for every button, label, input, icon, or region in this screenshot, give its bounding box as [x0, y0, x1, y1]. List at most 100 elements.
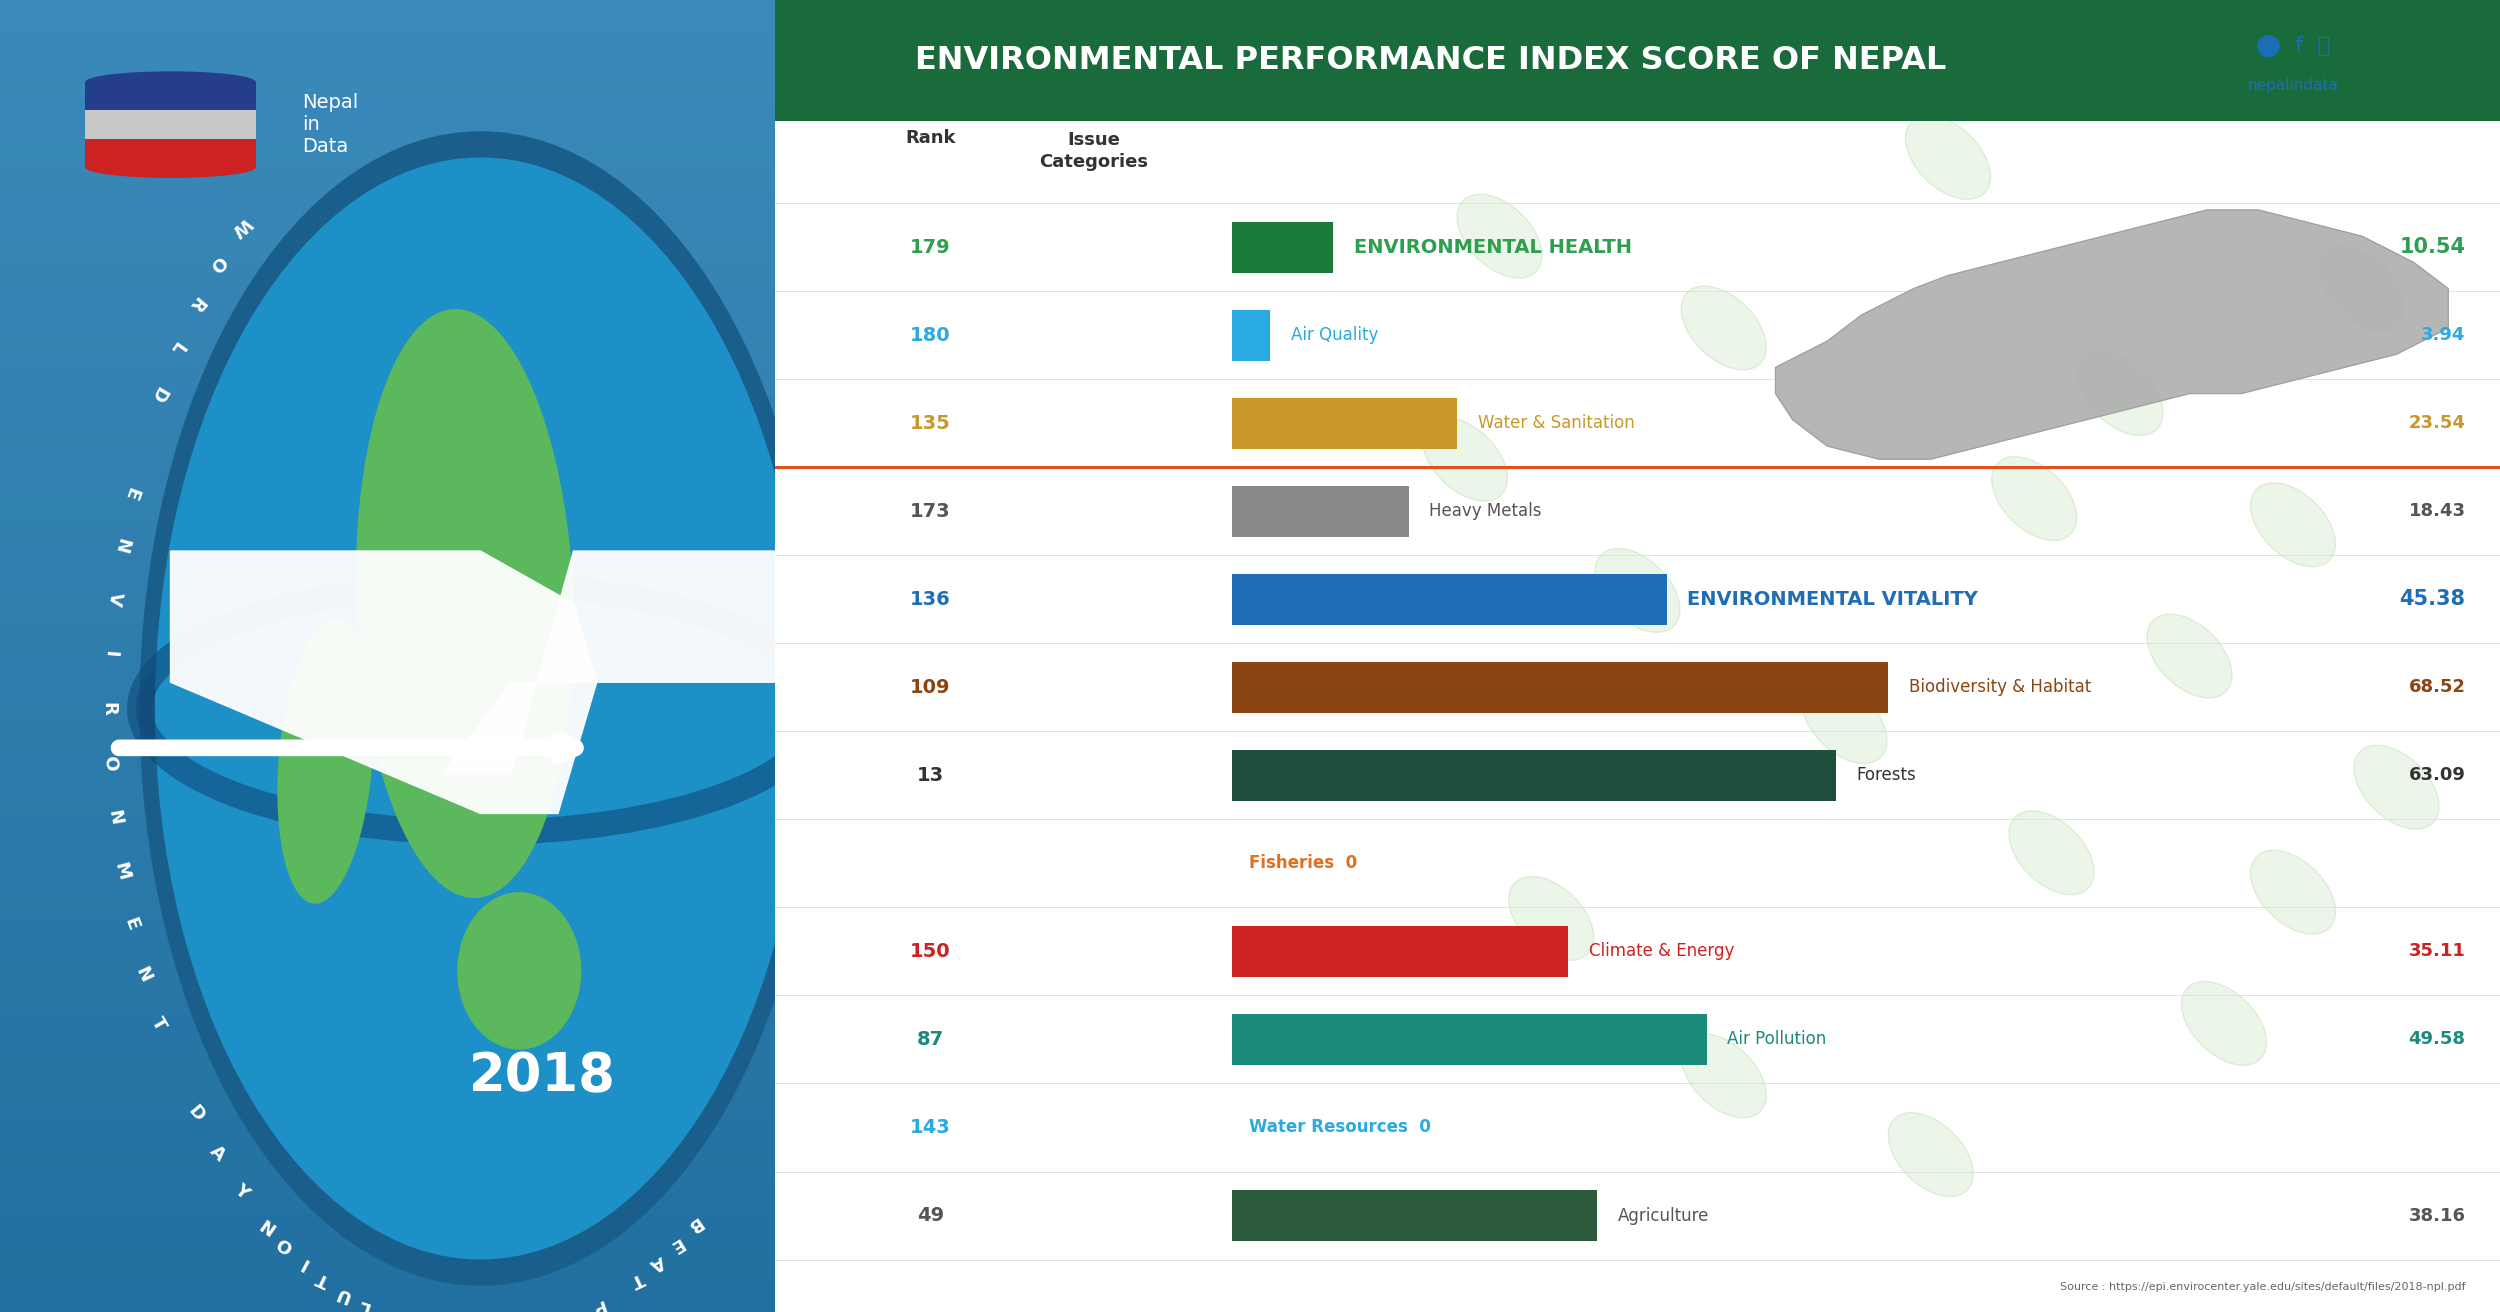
Text: L: L — [165, 337, 188, 357]
Bar — [0, 459, 775, 492]
Text: O: O — [275, 1233, 298, 1256]
Text: 136: 136 — [910, 590, 950, 609]
Bar — [0, 1082, 775, 1115]
Text: D: D — [148, 383, 170, 404]
Bar — [0, 722, 775, 754]
Bar — [1232, 310, 1270, 361]
Bar — [0, 590, 775, 623]
Bar — [0, 558, 775, 590]
Bar — [0, 623, 775, 656]
Text: T: T — [148, 1013, 170, 1034]
Bar — [1232, 1190, 1598, 1241]
Bar — [775, 0, 2500, 121]
Text: Water & Sanitation: Water & Sanitation — [1478, 415, 1635, 433]
Bar — [0, 394, 775, 426]
Text: 2018: 2018 — [470, 1050, 615, 1102]
Bar — [0, 525, 775, 558]
Text: B: B — [682, 1214, 705, 1236]
Bar — [0, 1279, 775, 1312]
Text: 87: 87 — [918, 1030, 945, 1050]
Text: 45.38: 45.38 — [2400, 589, 2465, 609]
Bar — [0, 689, 775, 722]
Bar — [0, 1181, 775, 1214]
Text: M: M — [110, 861, 132, 883]
Text: O: O — [100, 754, 120, 771]
Text: Forests: Forests — [1858, 766, 1918, 785]
Text: 150: 150 — [910, 942, 950, 960]
Circle shape — [140, 131, 822, 1286]
Ellipse shape — [2320, 247, 2405, 331]
Text: L: L — [570, 1307, 585, 1312]
Text: Air Quality: Air Quality — [1290, 327, 1378, 344]
Text: 179: 179 — [910, 237, 950, 257]
Text: 3.94: 3.94 — [2420, 327, 2465, 344]
Ellipse shape — [1905, 115, 1990, 199]
Bar — [0, 131, 775, 164]
Text: Source : https://epi.envirocenter.yale.edu/sites/default/files/2018-npl.pdf: Source : https://epi.envirocenter.yale.e… — [2060, 1282, 2465, 1292]
Text: Issue
Categories: Issue Categories — [1040, 131, 1148, 171]
Bar — [0, 361, 775, 394]
Bar — [0, 230, 775, 262]
Bar — [0, 1214, 775, 1246]
Text: ENVIRONMENTAL VITALITY: ENVIRONMENTAL VITALITY — [1688, 590, 1978, 609]
Bar — [0, 886, 775, 918]
Text: 68.52: 68.52 — [2408, 678, 2465, 697]
Bar — [1232, 750, 1835, 800]
Polygon shape — [1775, 210, 2448, 459]
Ellipse shape — [1510, 876, 1592, 960]
Text: N: N — [110, 535, 132, 555]
Text: 109: 109 — [910, 678, 950, 697]
Ellipse shape — [85, 156, 255, 178]
Text: I: I — [100, 649, 120, 657]
Polygon shape — [170, 551, 598, 813]
Text: 10.54: 10.54 — [2400, 237, 2465, 257]
Circle shape — [155, 157, 805, 1260]
Text: N: N — [105, 810, 125, 827]
Bar — [0, 1246, 775, 1279]
Text: Rank: Rank — [905, 129, 955, 147]
Text: A: A — [648, 1252, 668, 1274]
Bar — [1232, 1014, 1708, 1065]
Bar — [85, 110, 255, 139]
Text: T: T — [315, 1269, 332, 1290]
Ellipse shape — [1422, 417, 1507, 501]
Text: W: W — [228, 213, 255, 239]
Bar — [0, 0, 775, 33]
Bar — [1232, 926, 1568, 977]
Text: 35.11: 35.11 — [2408, 942, 2465, 960]
Text: 23.54: 23.54 — [2408, 415, 2465, 433]
Text: O: O — [205, 252, 230, 276]
Text: 49.58: 49.58 — [2408, 1030, 2465, 1048]
Ellipse shape — [1458, 194, 1542, 278]
Text: P: P — [588, 1296, 608, 1312]
Bar — [0, 197, 775, 230]
Text: L: L — [355, 1296, 372, 1312]
Ellipse shape — [1682, 1034, 1765, 1118]
Bar — [0, 33, 775, 66]
Text: T: T — [628, 1269, 648, 1290]
Bar — [0, 1115, 775, 1148]
Bar — [0, 853, 775, 886]
Bar — [0, 918, 775, 951]
Text: Fisheries  0: Fisheries 0 — [1250, 854, 1358, 872]
Bar — [0, 1148, 775, 1181]
Text: I: I — [298, 1253, 310, 1273]
Bar — [0, 262, 775, 295]
Ellipse shape — [2250, 483, 2335, 567]
Ellipse shape — [1595, 548, 1680, 632]
Bar — [0, 656, 775, 689]
Ellipse shape — [355, 310, 575, 897]
Bar — [1232, 485, 1408, 537]
Ellipse shape — [85, 71, 255, 93]
Bar — [0, 820, 775, 853]
Text: N: N — [132, 964, 155, 985]
Text: ⬤  f  🐦: ⬤ f 🐦 — [2255, 34, 2330, 58]
Text: 173: 173 — [910, 502, 950, 521]
Text: E: E — [120, 914, 142, 933]
Text: nepalindata: nepalindata — [2248, 77, 2338, 93]
Text: ENVIRONMENTAL HEALTH: ENVIRONMENTAL HEALTH — [1352, 237, 1632, 257]
Polygon shape — [442, 551, 790, 774]
Bar — [0, 295, 775, 328]
Text: 180: 180 — [910, 325, 950, 345]
Text: Y: Y — [230, 1179, 253, 1202]
